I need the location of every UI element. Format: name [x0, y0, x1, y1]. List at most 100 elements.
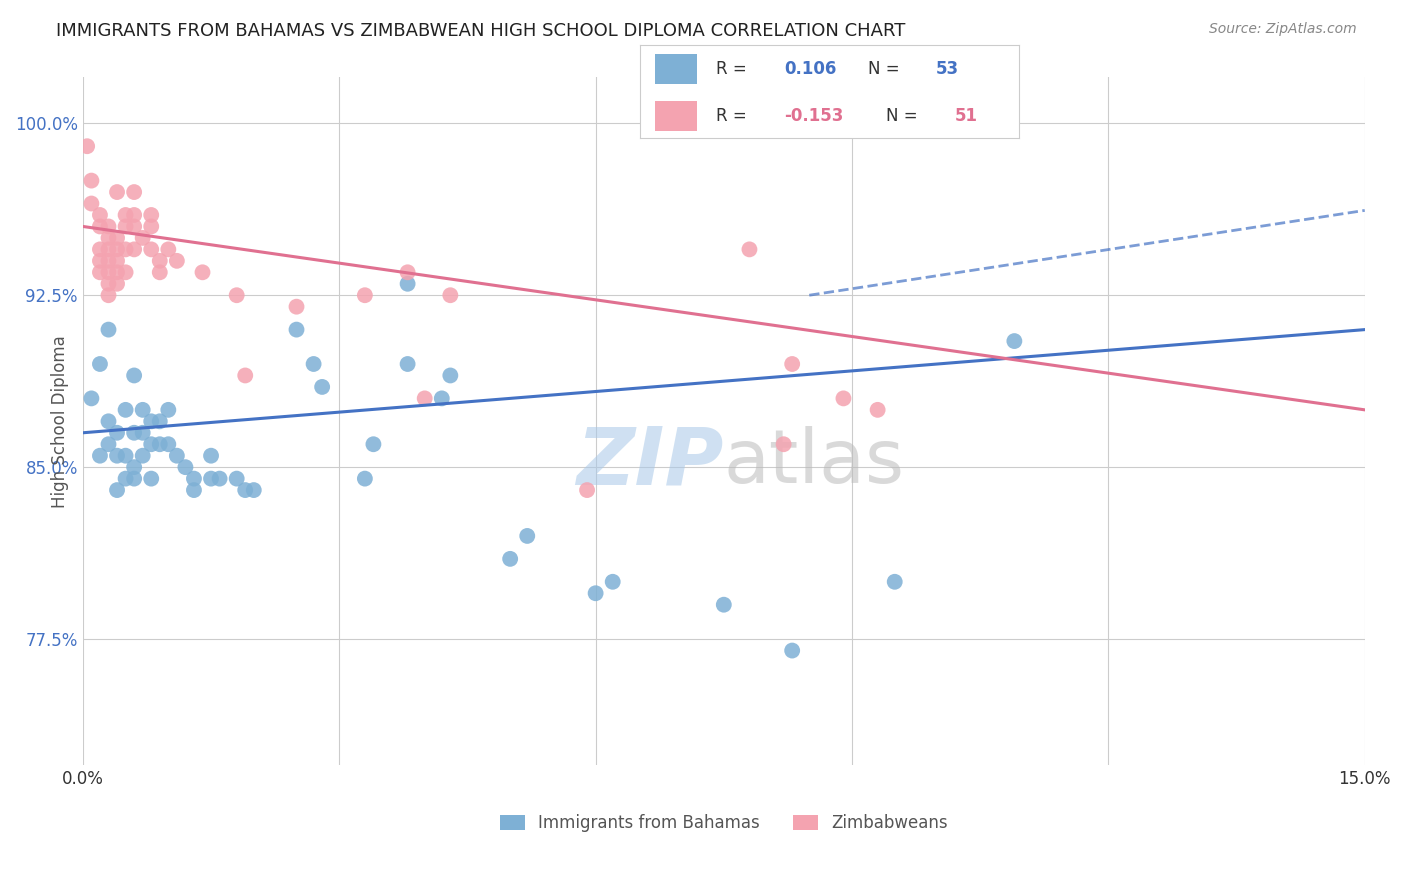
- Point: [166, 449, 188, 463]
- Point: [208, 472, 231, 486]
- Point: [97, 437, 120, 451]
- Point: [738, 243, 761, 257]
- Point: [183, 472, 205, 486]
- Point: [97, 323, 120, 337]
- Point: [122, 208, 145, 222]
- Text: R =: R =: [716, 107, 752, 125]
- Text: N =: N =: [887, 107, 924, 125]
- Point: [114, 449, 136, 463]
- Point: [97, 253, 120, 268]
- Point: [80, 196, 103, 211]
- Text: atlas: atlas: [724, 426, 905, 500]
- Point: [89, 253, 111, 268]
- Text: IMMIGRANTS FROM BAHAMAS VS ZIMBABWEAN HIGH SCHOOL DIPLOMA CORRELATION CHART: IMMIGRANTS FROM BAHAMAS VS ZIMBABWEAN HI…: [56, 22, 905, 40]
- Point: [363, 437, 385, 451]
- Point: [157, 243, 180, 257]
- Point: [105, 243, 128, 257]
- Point: [713, 598, 735, 612]
- Point: [157, 437, 180, 451]
- Point: [285, 323, 308, 337]
- Text: R =: R =: [716, 60, 752, 78]
- Point: [200, 449, 222, 463]
- Point: [105, 277, 128, 291]
- Point: [302, 357, 325, 371]
- Point: [97, 265, 120, 279]
- Point: [97, 277, 120, 291]
- Point: [122, 425, 145, 440]
- Legend: Immigrants from Bahamas, Zimbabweans: Immigrants from Bahamas, Zimbabweans: [499, 814, 948, 832]
- Point: [866, 402, 889, 417]
- Point: [89, 357, 111, 371]
- Point: [131, 402, 153, 417]
- Point: [602, 574, 624, 589]
- Point: [157, 402, 180, 417]
- Point: [396, 265, 419, 279]
- Text: 0.106: 0.106: [785, 60, 837, 78]
- Point: [832, 392, 855, 406]
- Point: [89, 243, 111, 257]
- Text: Source: ZipAtlas.com: Source: ZipAtlas.com: [1209, 22, 1357, 37]
- Point: [200, 472, 222, 486]
- Point: [233, 483, 256, 497]
- Point: [191, 265, 214, 279]
- Point: [149, 437, 172, 451]
- Point: [141, 243, 163, 257]
- Text: -0.153: -0.153: [785, 107, 844, 125]
- Y-axis label: High School Diploma: High School Diploma: [51, 334, 69, 508]
- Point: [97, 231, 120, 245]
- Point: [242, 483, 264, 497]
- Text: 53: 53: [936, 60, 959, 78]
- Point: [141, 208, 163, 222]
- Point: [122, 368, 145, 383]
- Point: [122, 460, 145, 475]
- Point: [1002, 334, 1025, 348]
- Point: [141, 414, 163, 428]
- Point: [354, 472, 377, 486]
- Point: [97, 414, 120, 428]
- Point: [141, 219, 163, 234]
- Point: [105, 185, 128, 199]
- Point: [122, 185, 145, 199]
- Point: [97, 288, 120, 302]
- Point: [439, 368, 461, 383]
- Point: [131, 449, 153, 463]
- Point: [166, 253, 188, 268]
- Point: [225, 472, 247, 486]
- Point: [183, 483, 205, 497]
- Text: 51: 51: [955, 107, 977, 125]
- Text: ZIP: ZIP: [576, 424, 724, 501]
- Point: [576, 483, 599, 497]
- Point: [585, 586, 607, 600]
- Point: [430, 392, 453, 406]
- Point: [516, 529, 538, 543]
- Point: [883, 574, 905, 589]
- Point: [105, 449, 128, 463]
- Point: [89, 219, 111, 234]
- Point: [114, 402, 136, 417]
- Point: [114, 243, 136, 257]
- Point: [89, 449, 111, 463]
- Point: [225, 288, 247, 302]
- Point: [97, 219, 120, 234]
- Point: [105, 231, 128, 245]
- Point: [233, 368, 256, 383]
- Point: [97, 243, 120, 257]
- Point: [80, 173, 103, 187]
- Point: [141, 472, 163, 486]
- FancyBboxPatch shape: [655, 54, 697, 84]
- Point: [439, 288, 461, 302]
- Point: [122, 243, 145, 257]
- Point: [499, 552, 522, 566]
- Point: [131, 231, 153, 245]
- Point: [396, 277, 419, 291]
- Point: [396, 357, 419, 371]
- Point: [122, 219, 145, 234]
- Point: [149, 253, 172, 268]
- Point: [105, 265, 128, 279]
- Point: [89, 265, 111, 279]
- Point: [76, 139, 98, 153]
- Point: [413, 392, 436, 406]
- Point: [114, 219, 136, 234]
- Point: [149, 265, 172, 279]
- Point: [149, 414, 172, 428]
